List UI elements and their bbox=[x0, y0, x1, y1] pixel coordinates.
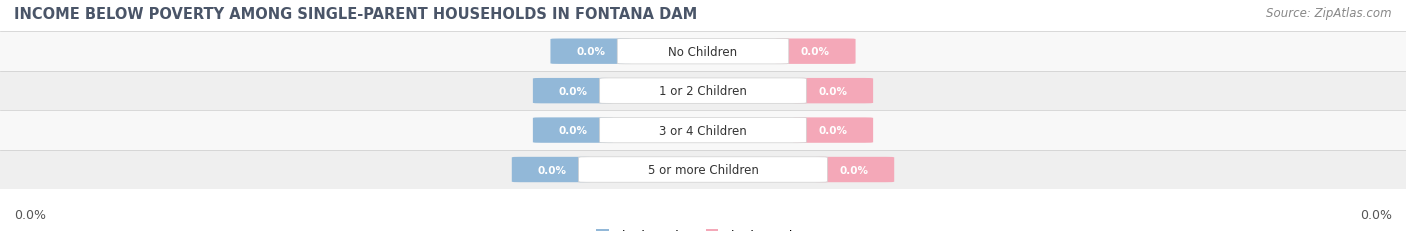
FancyBboxPatch shape bbox=[617, 39, 789, 65]
Text: 5 or more Children: 5 or more Children bbox=[648, 163, 758, 176]
FancyBboxPatch shape bbox=[793, 79, 873, 104]
Bar bbox=[0, 111, 1406, 150]
FancyBboxPatch shape bbox=[533, 118, 613, 143]
Text: 0.0%: 0.0% bbox=[576, 47, 605, 57]
FancyBboxPatch shape bbox=[793, 118, 873, 143]
FancyBboxPatch shape bbox=[579, 157, 827, 182]
Text: 0.0%: 0.0% bbox=[818, 125, 848, 136]
FancyBboxPatch shape bbox=[599, 79, 807, 104]
Text: 1 or 2 Children: 1 or 2 Children bbox=[659, 85, 747, 98]
FancyBboxPatch shape bbox=[550, 39, 630, 65]
Text: 0.0%: 0.0% bbox=[14, 208, 46, 221]
Bar bbox=[0, 72, 1406, 111]
Text: 0.0%: 0.0% bbox=[839, 165, 869, 175]
Text: 0.0%: 0.0% bbox=[818, 86, 848, 96]
Text: Source: ZipAtlas.com: Source: ZipAtlas.com bbox=[1267, 7, 1392, 20]
Text: INCOME BELOW POVERTY AMONG SINGLE-PARENT HOUSEHOLDS IN FONTANA DAM: INCOME BELOW POVERTY AMONG SINGLE-PARENT… bbox=[14, 7, 697, 22]
FancyBboxPatch shape bbox=[599, 118, 807, 143]
Text: 0.0%: 0.0% bbox=[801, 47, 830, 57]
FancyBboxPatch shape bbox=[776, 39, 855, 65]
Bar bbox=[0, 32, 1406, 72]
Text: 3 or 4 Children: 3 or 4 Children bbox=[659, 124, 747, 137]
Legend: Single Father, Single Mother: Single Father, Single Mother bbox=[591, 224, 815, 231]
Bar bbox=[0, 150, 1406, 189]
FancyBboxPatch shape bbox=[512, 157, 592, 182]
Text: 0.0%: 0.0% bbox=[1360, 208, 1392, 221]
FancyBboxPatch shape bbox=[533, 79, 613, 104]
Text: 0.0%: 0.0% bbox=[537, 165, 567, 175]
Text: No Children: No Children bbox=[668, 46, 738, 58]
FancyBboxPatch shape bbox=[814, 157, 894, 182]
Text: 0.0%: 0.0% bbox=[558, 125, 588, 136]
Text: 0.0%: 0.0% bbox=[558, 86, 588, 96]
